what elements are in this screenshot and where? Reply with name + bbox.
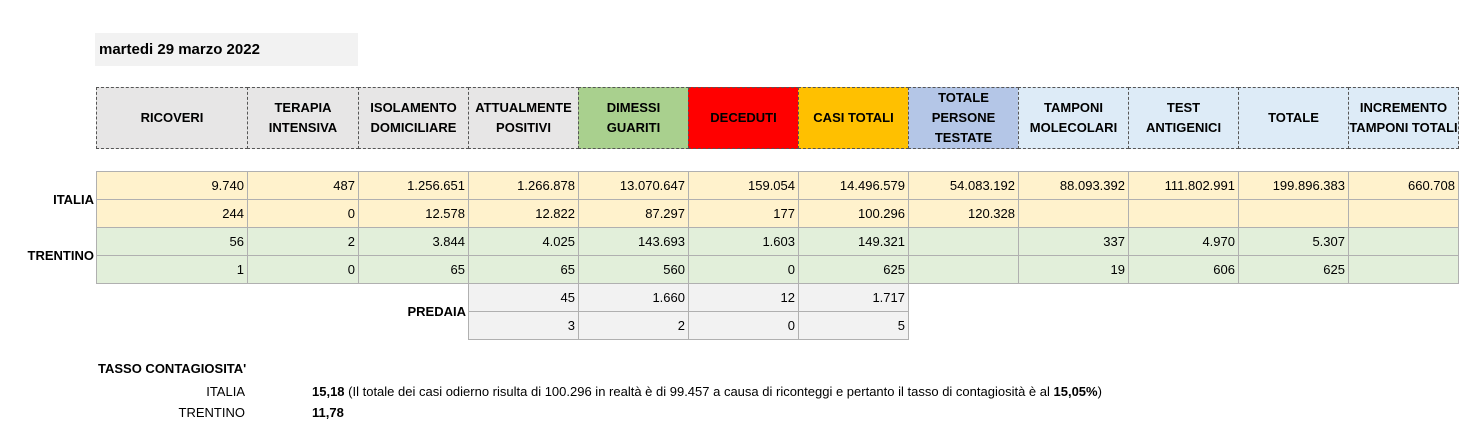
italia-row1-cell: 54.083.192 <box>908 171 1019 200</box>
italia-row2-cell: 244 <box>96 199 248 228</box>
trentino-row1-cell: 1.603 <box>688 227 799 256</box>
trentino-row2-cell: 606 <box>1128 255 1239 284</box>
trentino-row2-cell: 1 <box>96 255 248 284</box>
header-ricoveri: RICOVERI <box>96 87 248 149</box>
italia-row1-cell: 660.708 <box>1348 171 1459 200</box>
header-deceduti: DECEDUTI <box>688 87 799 149</box>
trentino-row2-cell: 19 <box>1018 255 1129 284</box>
italia-row2-cell <box>1128 199 1239 228</box>
trentino-row1-cell: 3.844 <box>358 227 469 256</box>
header-casi-totali: CASI TOTALI <box>798 87 909 149</box>
trentino-row2-cell: 65 <box>358 255 469 284</box>
trentino-row2-cell: 0 <box>688 255 799 284</box>
trentino-row2-cell <box>1348 255 1459 284</box>
trentino-row1-cell: 5.307 <box>1238 227 1349 256</box>
trentino-row1-cell: 4.970 <box>1128 227 1239 256</box>
tasso-italia-label: ITALIA <box>206 384 245 399</box>
italia-row2-cell: 12.822 <box>468 199 579 228</box>
predaia-row2-cell: 0 <box>688 311 799 340</box>
trentino-row2-cell: 65 <box>468 255 579 284</box>
predaia-label: PREDAIA <box>407 303 466 319</box>
italia-row2-cell <box>1018 199 1129 228</box>
header-incremento-tamponi-totali: INCREMENTO TAMPONI TOTALI <box>1348 87 1459 149</box>
italia-row2-cell: 120.328 <box>908 199 1019 228</box>
italia-row2-cell: 100.296 <box>798 199 909 228</box>
predaia-row1-cell: 45 <box>468 283 579 312</box>
predaia-row2-cell: 3 <box>468 311 579 340</box>
header-terapia-intensiva: TERAPIA INTENSIVA <box>247 87 359 149</box>
trentino-row2-cell: 560 <box>578 255 689 284</box>
trentino-row2-cell: 625 <box>1238 255 1349 284</box>
trentino-row1-cell: 337 <box>1018 227 1129 256</box>
header-test-antigenici: TEST ANTIGENICI <box>1128 87 1239 149</box>
italia-label: ITALIA <box>53 191 94 207</box>
tasso-trentino-label: TRENTINO <box>178 405 245 420</box>
predaia-row1-cell: 12 <box>688 283 799 312</box>
italia-row2-cell: 87.297 <box>578 199 689 228</box>
trentino-row2-cell <box>908 255 1019 284</box>
header-dimessi-guariti: DIMESSI GUARITI <box>578 87 689 149</box>
italia-row1-cell: 111.802.991 <box>1128 171 1239 200</box>
tasso-italia-note-end: ) <box>1097 384 1102 399</box>
trentino-row1-cell: 2 <box>247 227 359 256</box>
trentino-label: TRENTINO <box>27 247 94 263</box>
predaia-row1-cell: 1.660 <box>578 283 689 312</box>
header-tamponi-molecolari: TAMPONI MOLECOLARI <box>1018 87 1129 149</box>
italia-row2-cell <box>1348 199 1459 228</box>
italia-row2-cell <box>1238 199 1349 228</box>
tasso-italia-note: (Il totale dei casi odierno risulta di 1… <box>344 384 1054 399</box>
italia-row1-cell: 487 <box>247 171 359 200</box>
italia-row2-cell: 177 <box>688 199 799 228</box>
trentino-row1-cell: 4.025 <box>468 227 579 256</box>
italia-row1-cell: 199.896.383 <box>1238 171 1349 200</box>
tasso-title: TASSO CONTAGIOSITA' <box>98 361 247 376</box>
italia-row1-cell: 159.054 <box>688 171 799 200</box>
header-isolamento-domiciliare: ISOLAMENTO DOMICILIARE <box>358 87 469 149</box>
italia-row1-cell: 13.070.647 <box>578 171 689 200</box>
tasso-italia-value: 15,18 <box>312 384 345 399</box>
tasso-italia-line: 15,18 (Il totale dei casi odierno risult… <box>312 384 1102 399</box>
predaia-row2-cell: 5 <box>798 311 909 340</box>
trentino-row1-cell <box>1348 227 1459 256</box>
trentino-row1-cell: 56 <box>96 227 248 256</box>
italia-row2-cell: 0 <box>247 199 359 228</box>
header-attualmente-positivi: ATTUALMENTE POSITIVI <box>468 87 579 149</box>
italia-row1-cell: 9.740 <box>96 171 248 200</box>
italia-row1-cell: 1.256.651 <box>358 171 469 200</box>
date-label: martedi 29 marzo 2022 <box>95 33 358 66</box>
trentino-row1-cell: 143.693 <box>578 227 689 256</box>
italia-row1-cell: 88.093.392 <box>1018 171 1129 200</box>
predaia-row1-cell: 1.717 <box>798 283 909 312</box>
predaia-row2-cell: 2 <box>578 311 689 340</box>
tasso-trentino-value: 11,78 <box>312 405 344 420</box>
header-totale-persone-testate: TOTALE PERSONE TESTATE <box>908 87 1019 149</box>
italia-row1-cell: 14.496.579 <box>798 171 909 200</box>
trentino-row1-cell: 149.321 <box>798 227 909 256</box>
italia-row1-cell: 1.266.878 <box>468 171 579 200</box>
trentino-row1-cell <box>908 227 1019 256</box>
trentino-row2-cell: 625 <box>798 255 909 284</box>
header-totale: TOTALE <box>1238 87 1349 149</box>
italia-row2-cell: 12.578 <box>358 199 469 228</box>
trentino-row2-cell: 0 <box>247 255 359 284</box>
tasso-italia-adjusted: 15,05% <box>1053 384 1098 399</box>
